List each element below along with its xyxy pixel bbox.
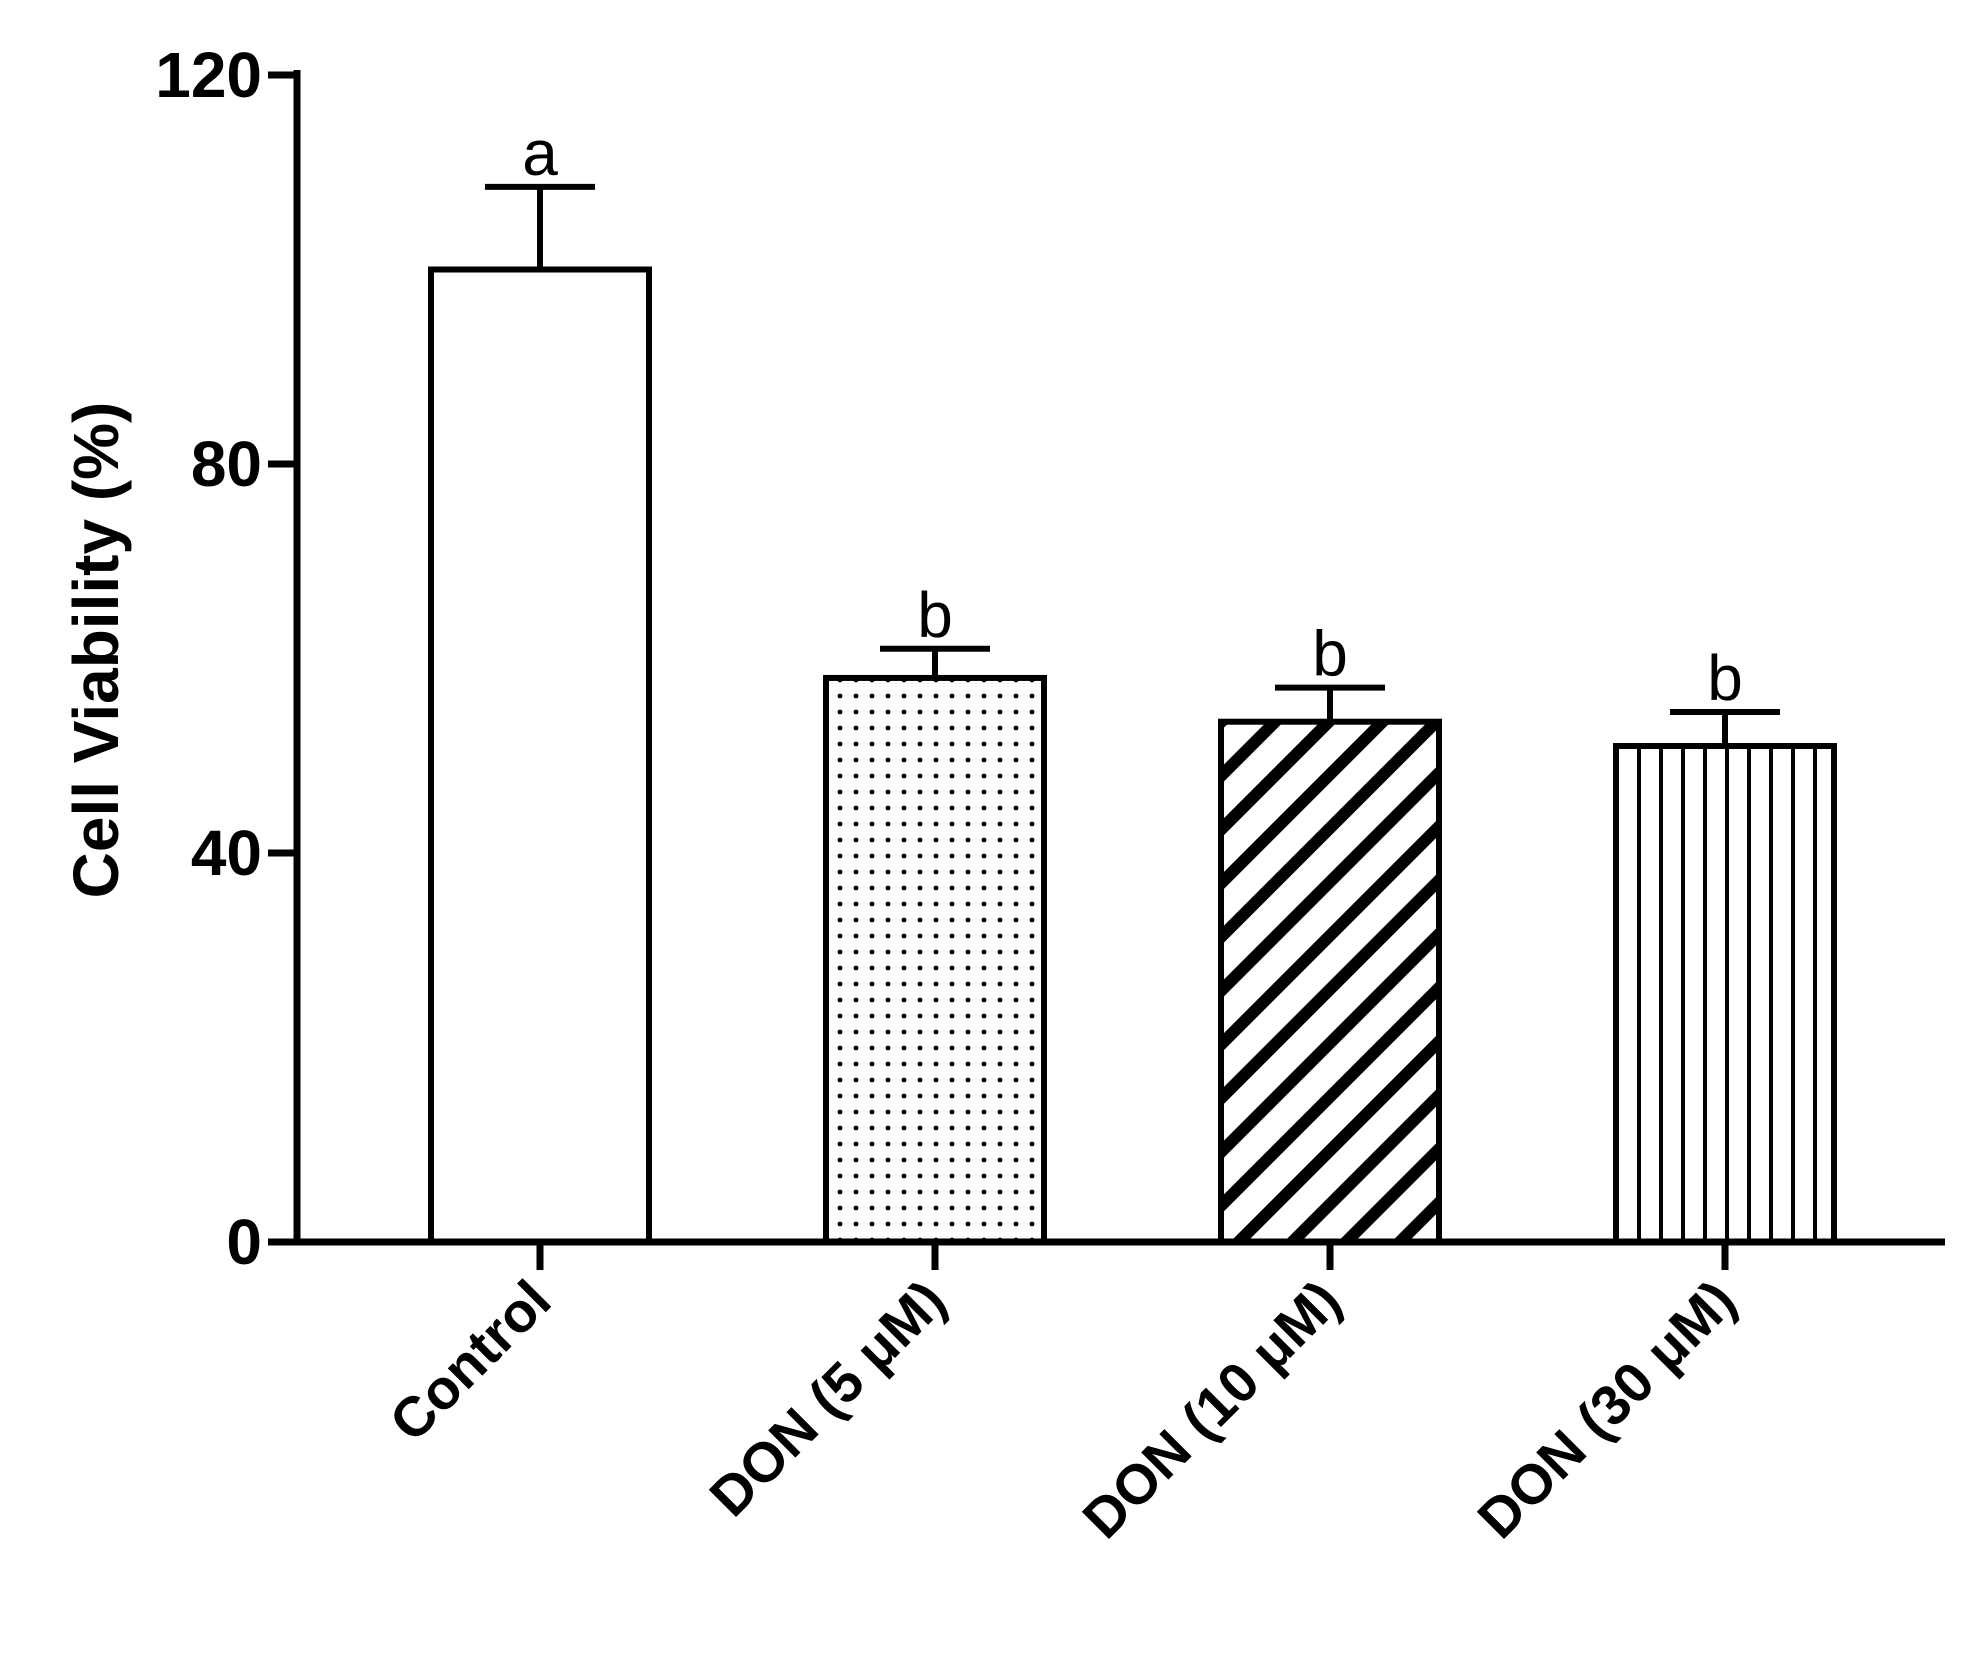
significance-letter: b bbox=[1707, 642, 1743, 714]
bar-2 bbox=[823, 674, 1047, 1245]
y-axis-title: Cell Viability (%) bbox=[60, 402, 132, 899]
significance-letter: b bbox=[917, 579, 953, 651]
x-tick-label: DON (10 μM) bbox=[1070, 1268, 1352, 1550]
y-tick-label: 0 bbox=[226, 1206, 262, 1278]
y-tick-label: 120 bbox=[155, 39, 262, 111]
x-tick-label: DON (5 μM) bbox=[697, 1268, 957, 1528]
significance-letter: b bbox=[1312, 618, 1348, 690]
significance-letter: a bbox=[522, 117, 558, 189]
x-tick-label: Control bbox=[377, 1268, 562, 1453]
bar-3 bbox=[1218, 718, 1442, 1245]
y-tick-label: 40 bbox=[191, 817, 262, 889]
bar-1 bbox=[428, 266, 652, 1245]
x-tick-label: DON (30 μM) bbox=[1465, 1268, 1747, 1550]
bar-4 bbox=[1613, 743, 1837, 1246]
y-tick-label: 80 bbox=[191, 428, 262, 500]
